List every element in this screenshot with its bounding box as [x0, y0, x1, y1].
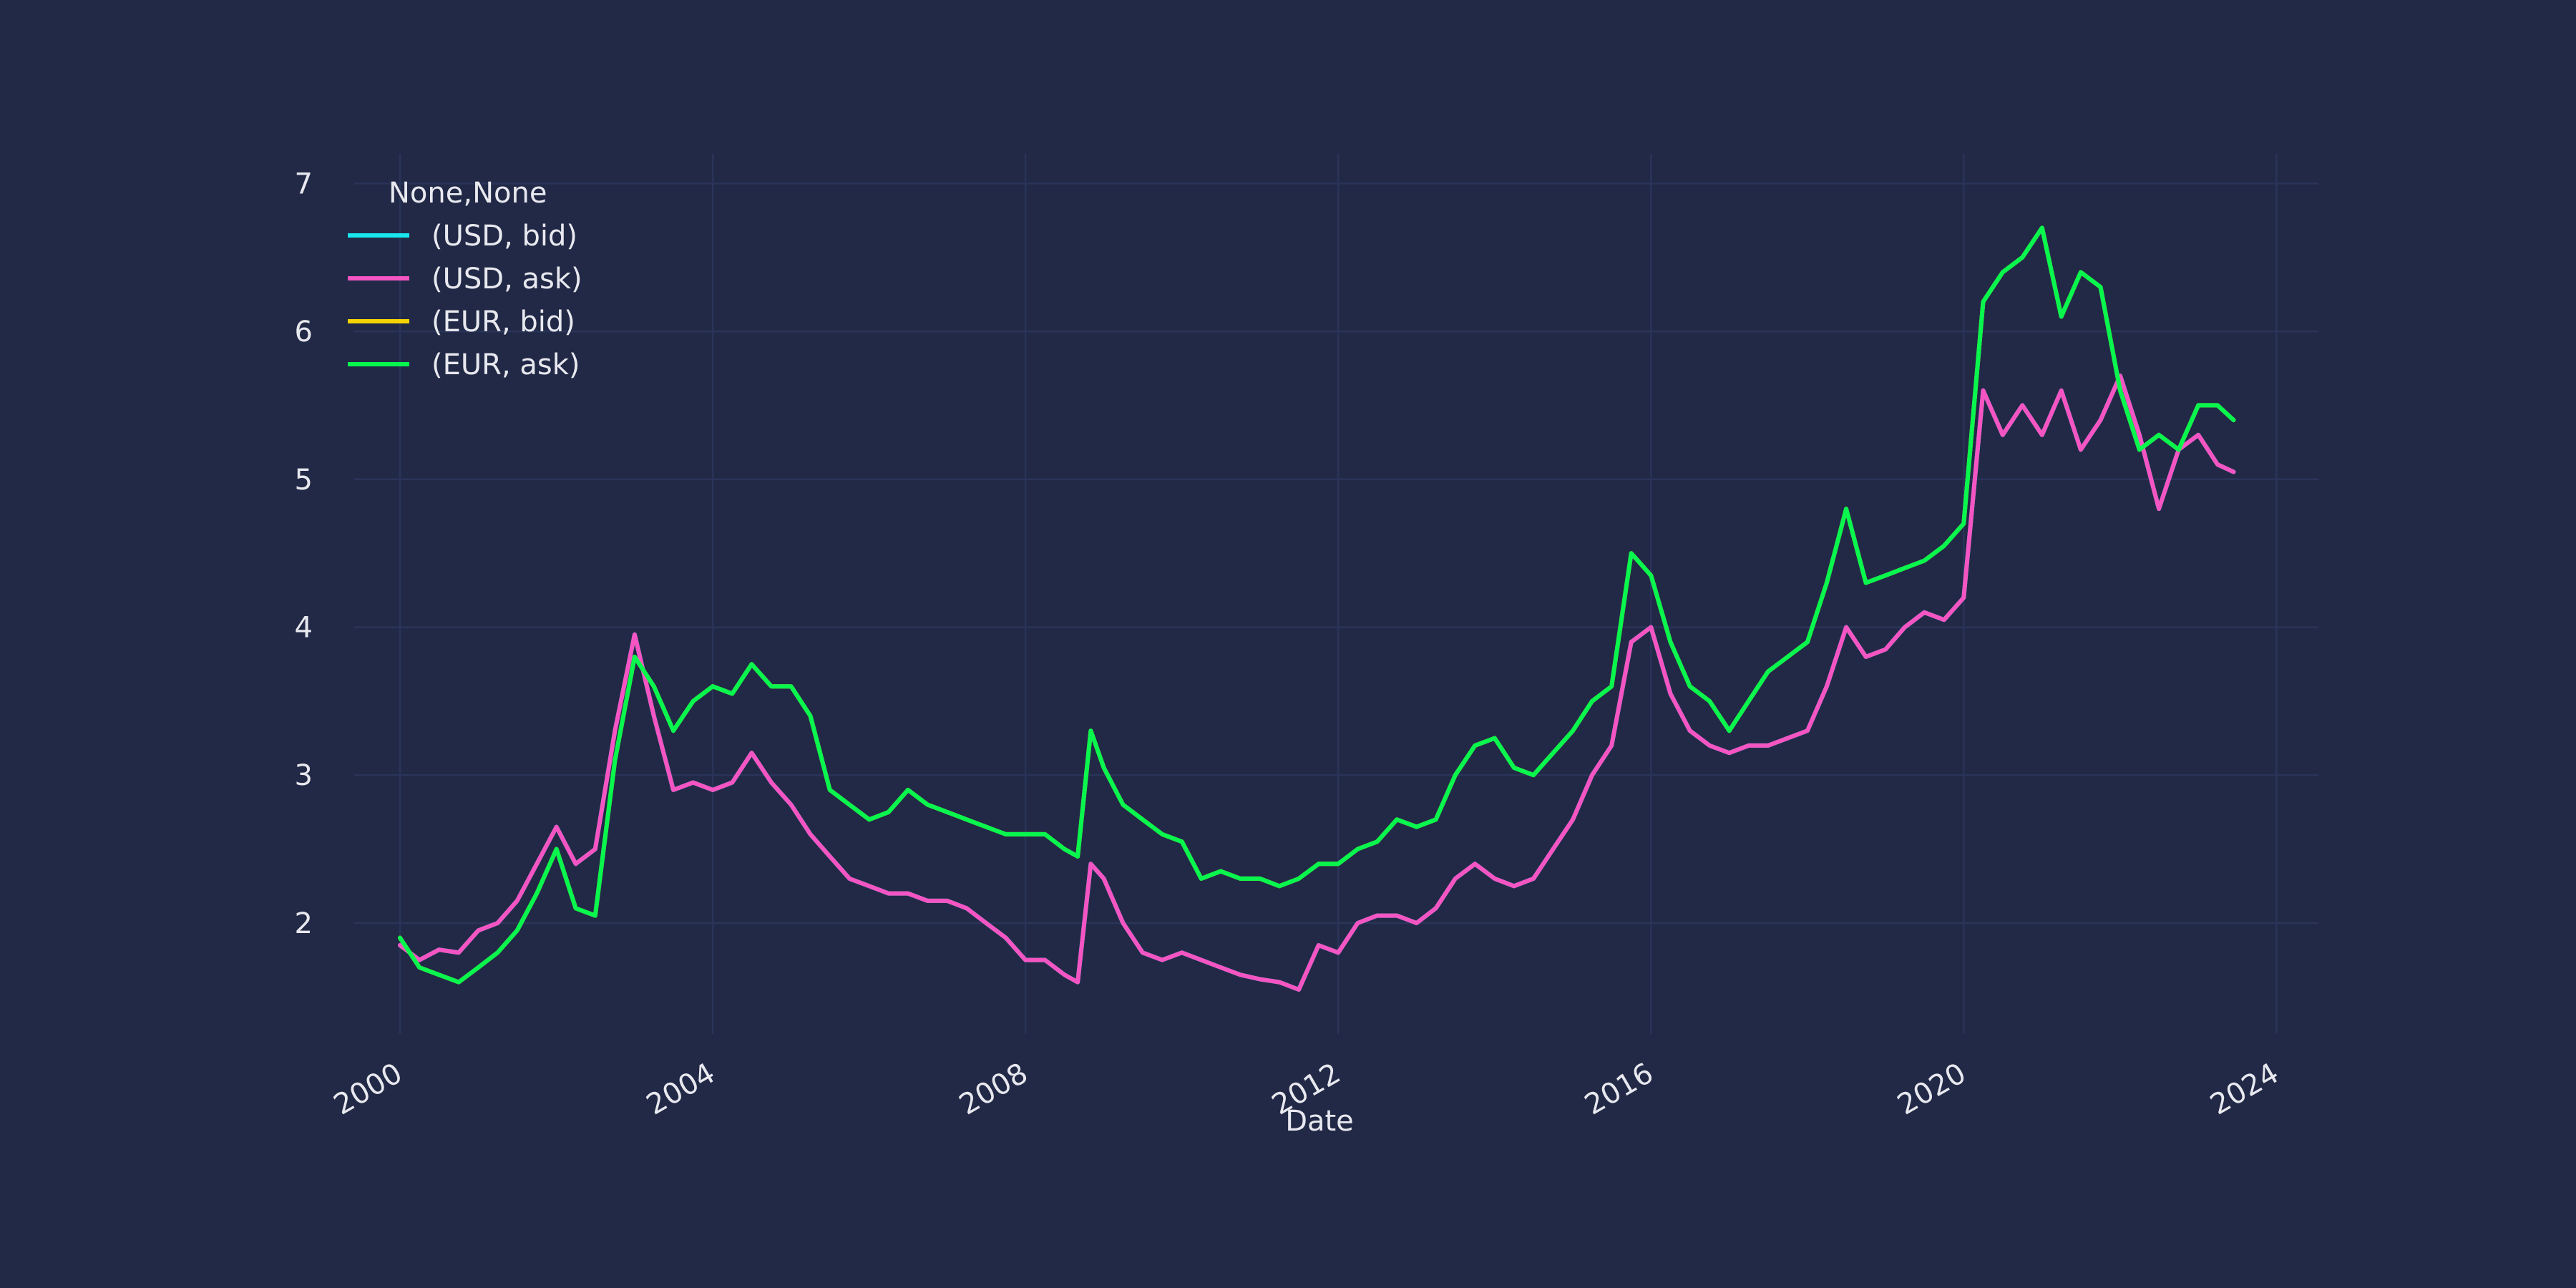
x-axis-title: Date	[1285, 1105, 1354, 1138]
series-line-1	[398, 374, 2236, 992]
y-tick-label: 3	[295, 759, 313, 792]
y-tick-label: 7	[295, 167, 313, 200]
legend-label-2: (EUR, bid)	[431, 306, 575, 338]
y-tick-label: 5	[295, 464, 313, 497]
legend-label-3: (EUR, ask)	[431, 348, 580, 381]
legend-label-0: (USD, bid)	[431, 220, 577, 253]
y-tick-label: 4	[295, 612, 313, 645]
y-tick-label: 2	[295, 907, 313, 940]
grid	[354, 154, 2318, 1034]
series-line-3	[398, 225, 2236, 985]
legend-entries: (USD, bid) (USD, ask) (EUR, bid) (EUR, ask)	[348, 220, 582, 381]
legend-label-1: (USD, ask)	[431, 263, 582, 296]
y-tick-label: 6	[295, 316, 313, 348]
legend-title: None,None	[389, 177, 547, 210]
series-lines	[398, 225, 2236, 992]
legend: None,None (USD, bid) (USD, ask) (EUR, bid)…	[348, 177, 582, 381]
y-axis-ticks: 2 3 4 5 6 7	[295, 167, 313, 940]
